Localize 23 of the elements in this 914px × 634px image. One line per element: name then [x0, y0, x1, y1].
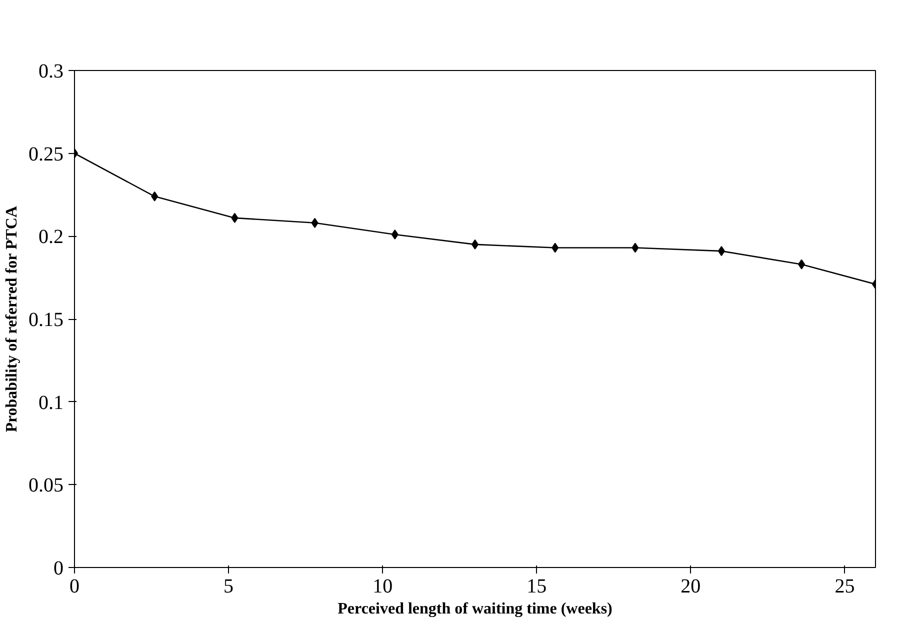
x-tick-label: 5: [224, 576, 234, 598]
point: [632, 242, 639, 253]
y-tick-label: 0.15: [28, 309, 64, 331]
point: [718, 246, 725, 256]
point: [552, 242, 559, 253]
y-tick-label: 0: [54, 558, 64, 580]
y-tick-label: 0.1: [38, 392, 64, 414]
y-tick-label: 0.2: [38, 226, 64, 248]
x-tick-label: 10: [372, 576, 393, 598]
y-tick-label: 0.25: [28, 143, 64, 166]
x-tick-label: 20: [680, 576, 701, 598]
point: [231, 212, 238, 223]
y-tick-label: 0.3: [38, 60, 64, 82]
point: [391, 230, 398, 240]
point: [798, 259, 806, 270]
x-axis-title: Perceived length of waiting time (weeks): [338, 600, 612, 618]
x-tick-label: 25: [834, 576, 855, 598]
x-tick-label: 15: [526, 576, 547, 598]
point: [311, 218, 318, 228]
x-tick-label: 0: [70, 576, 80, 598]
y-tick-label: 0.05: [28, 474, 64, 497]
point: [151, 191, 158, 202]
y-axis-title: Probability of referred for PTCA: [4, 206, 20, 432]
